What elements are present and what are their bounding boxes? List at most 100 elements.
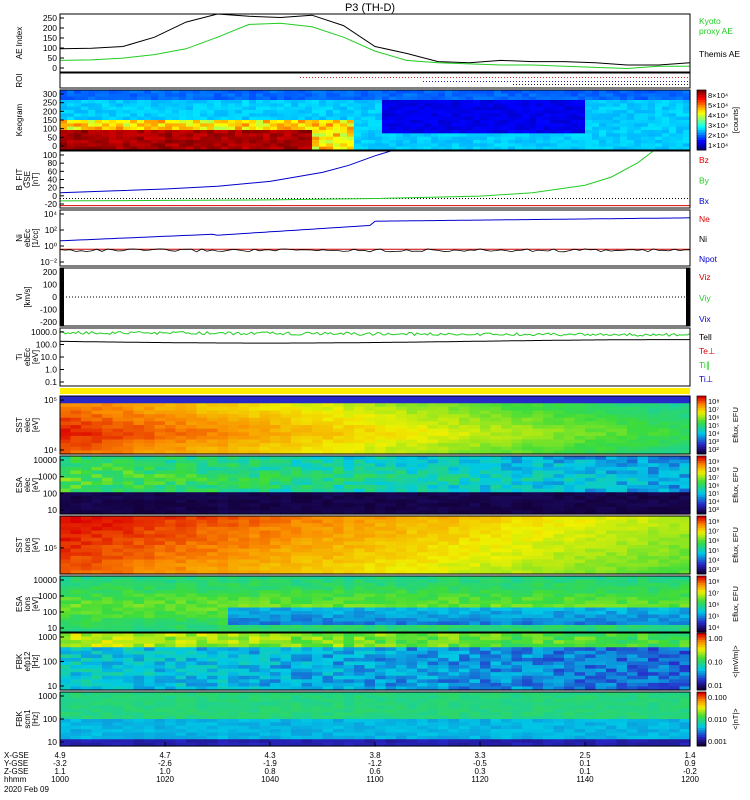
keogram-cell [305,143,313,148]
spectrogram-cell [469,499,481,504]
spectrogram-cell [532,481,544,486]
spectrogram-cell [522,563,534,568]
spectrogram-cell [364,425,376,430]
roi-dot [327,77,328,78]
spectrogram-cell [196,456,208,461]
colorbar-cell [697,147,706,151]
roi-dot [591,84,592,85]
keogram-cell [109,136,117,141]
spectrogram-cell [343,406,355,412]
keogram-cell [543,140,551,144]
spectrogram-cell [669,406,681,412]
spectrogram-cell [438,439,450,444]
spectrogram-cell [522,432,534,437]
keogram-cell [186,106,194,111]
keogram-cell [151,103,159,108]
spectrogram-cell [228,488,240,493]
keogram-cell [109,106,117,111]
roi-dot [651,77,652,78]
roi-dot [435,77,436,78]
spectrogram-cell [186,548,198,553]
spectrogram-cell [532,545,544,550]
spectrogram-cell [574,481,586,486]
spectrogram-cell [228,428,240,433]
spectrogram-cell [165,410,177,415]
spectrogram-cell [448,545,460,550]
keogram-cell [452,106,460,111]
keogram-cell [431,133,439,138]
spectrogram-cell [91,425,103,430]
keogram-cell [312,100,320,104]
keogram-cell [389,113,397,118]
keogram-cell [522,90,530,94]
spectrogram-cell [501,435,513,441]
spectrogram-cell [364,466,376,472]
keogram-cell [613,90,621,94]
spectrogram-cell [375,537,387,542]
spectrogram-cell [553,446,565,451]
spectrogram-cell [448,555,460,561]
keogram-cell [179,113,187,118]
spectrogram-cell [249,519,261,524]
spectrogram-cell [606,559,618,564]
spectrogram-cell [102,474,114,479]
spectrogram-cell [532,414,544,419]
keogram-cell [221,130,229,134]
keogram-cell [585,90,593,94]
spectrogram-cell [196,563,208,568]
spectrogram-cell [123,403,135,408]
keogram-cell [641,113,649,118]
spectrogram-cell [564,506,576,511]
keogram-cell [67,133,75,138]
spectrogram-cell [480,450,492,455]
spectrogram-cell [91,492,103,497]
spectrogram-cell [448,414,460,419]
keogram-cell [158,136,166,141]
keogram-cell [130,113,138,118]
spectrogram-cell [144,495,156,501]
spectrogram-cell [249,421,261,426]
keogram-cell [123,90,131,94]
spectrogram-cell [270,463,282,468]
spectrogram-cell [238,450,250,455]
spectrogram-cell [165,421,177,426]
spectrogram-cell [217,443,229,448]
spectrogram-cell [175,541,187,546]
spectrogram-cell [637,530,649,535]
roi-dot [525,77,526,78]
keogram-cell [683,143,691,148]
keogram-cell [263,120,271,124]
spectrogram-cell [196,485,208,490]
spectrogram-cell [427,396,439,401]
spectrogram-cell [606,537,618,542]
keogram-cell [123,123,131,128]
keogram-cell [284,110,292,114]
keogram-cell [585,116,593,121]
spectrogram-cell [574,463,586,468]
spectrogram-cell [511,530,523,535]
spectrogram-cell [123,459,135,464]
spectrogram-cell [511,432,523,437]
keogram-cell [179,136,187,141]
spectrogram-cell [616,446,628,451]
spectrogram-cell [280,466,292,472]
spectrogram-cell [480,466,492,472]
spectrogram-cell [511,519,523,524]
spectrogram-cell [511,477,523,482]
keogram-cell [522,130,530,134]
spectrogram-cell [438,516,450,521]
keogram-cell [340,106,348,111]
spectrogram-cell [333,548,345,553]
spectrogram-cell [585,516,597,521]
spectrogram-cell [270,410,282,415]
spectrogram-cell [112,510,124,515]
spectrogram-cell [585,492,597,497]
spectrogram-cell [522,534,534,539]
spectrogram-cell [312,466,324,472]
spectrogram-cell [679,443,691,448]
spectrogram-cell [238,410,250,415]
keogram-cell [172,126,180,131]
spectrogram-cell [354,519,366,524]
spectrogram-cell [658,477,670,482]
keogram-cell [529,96,537,101]
